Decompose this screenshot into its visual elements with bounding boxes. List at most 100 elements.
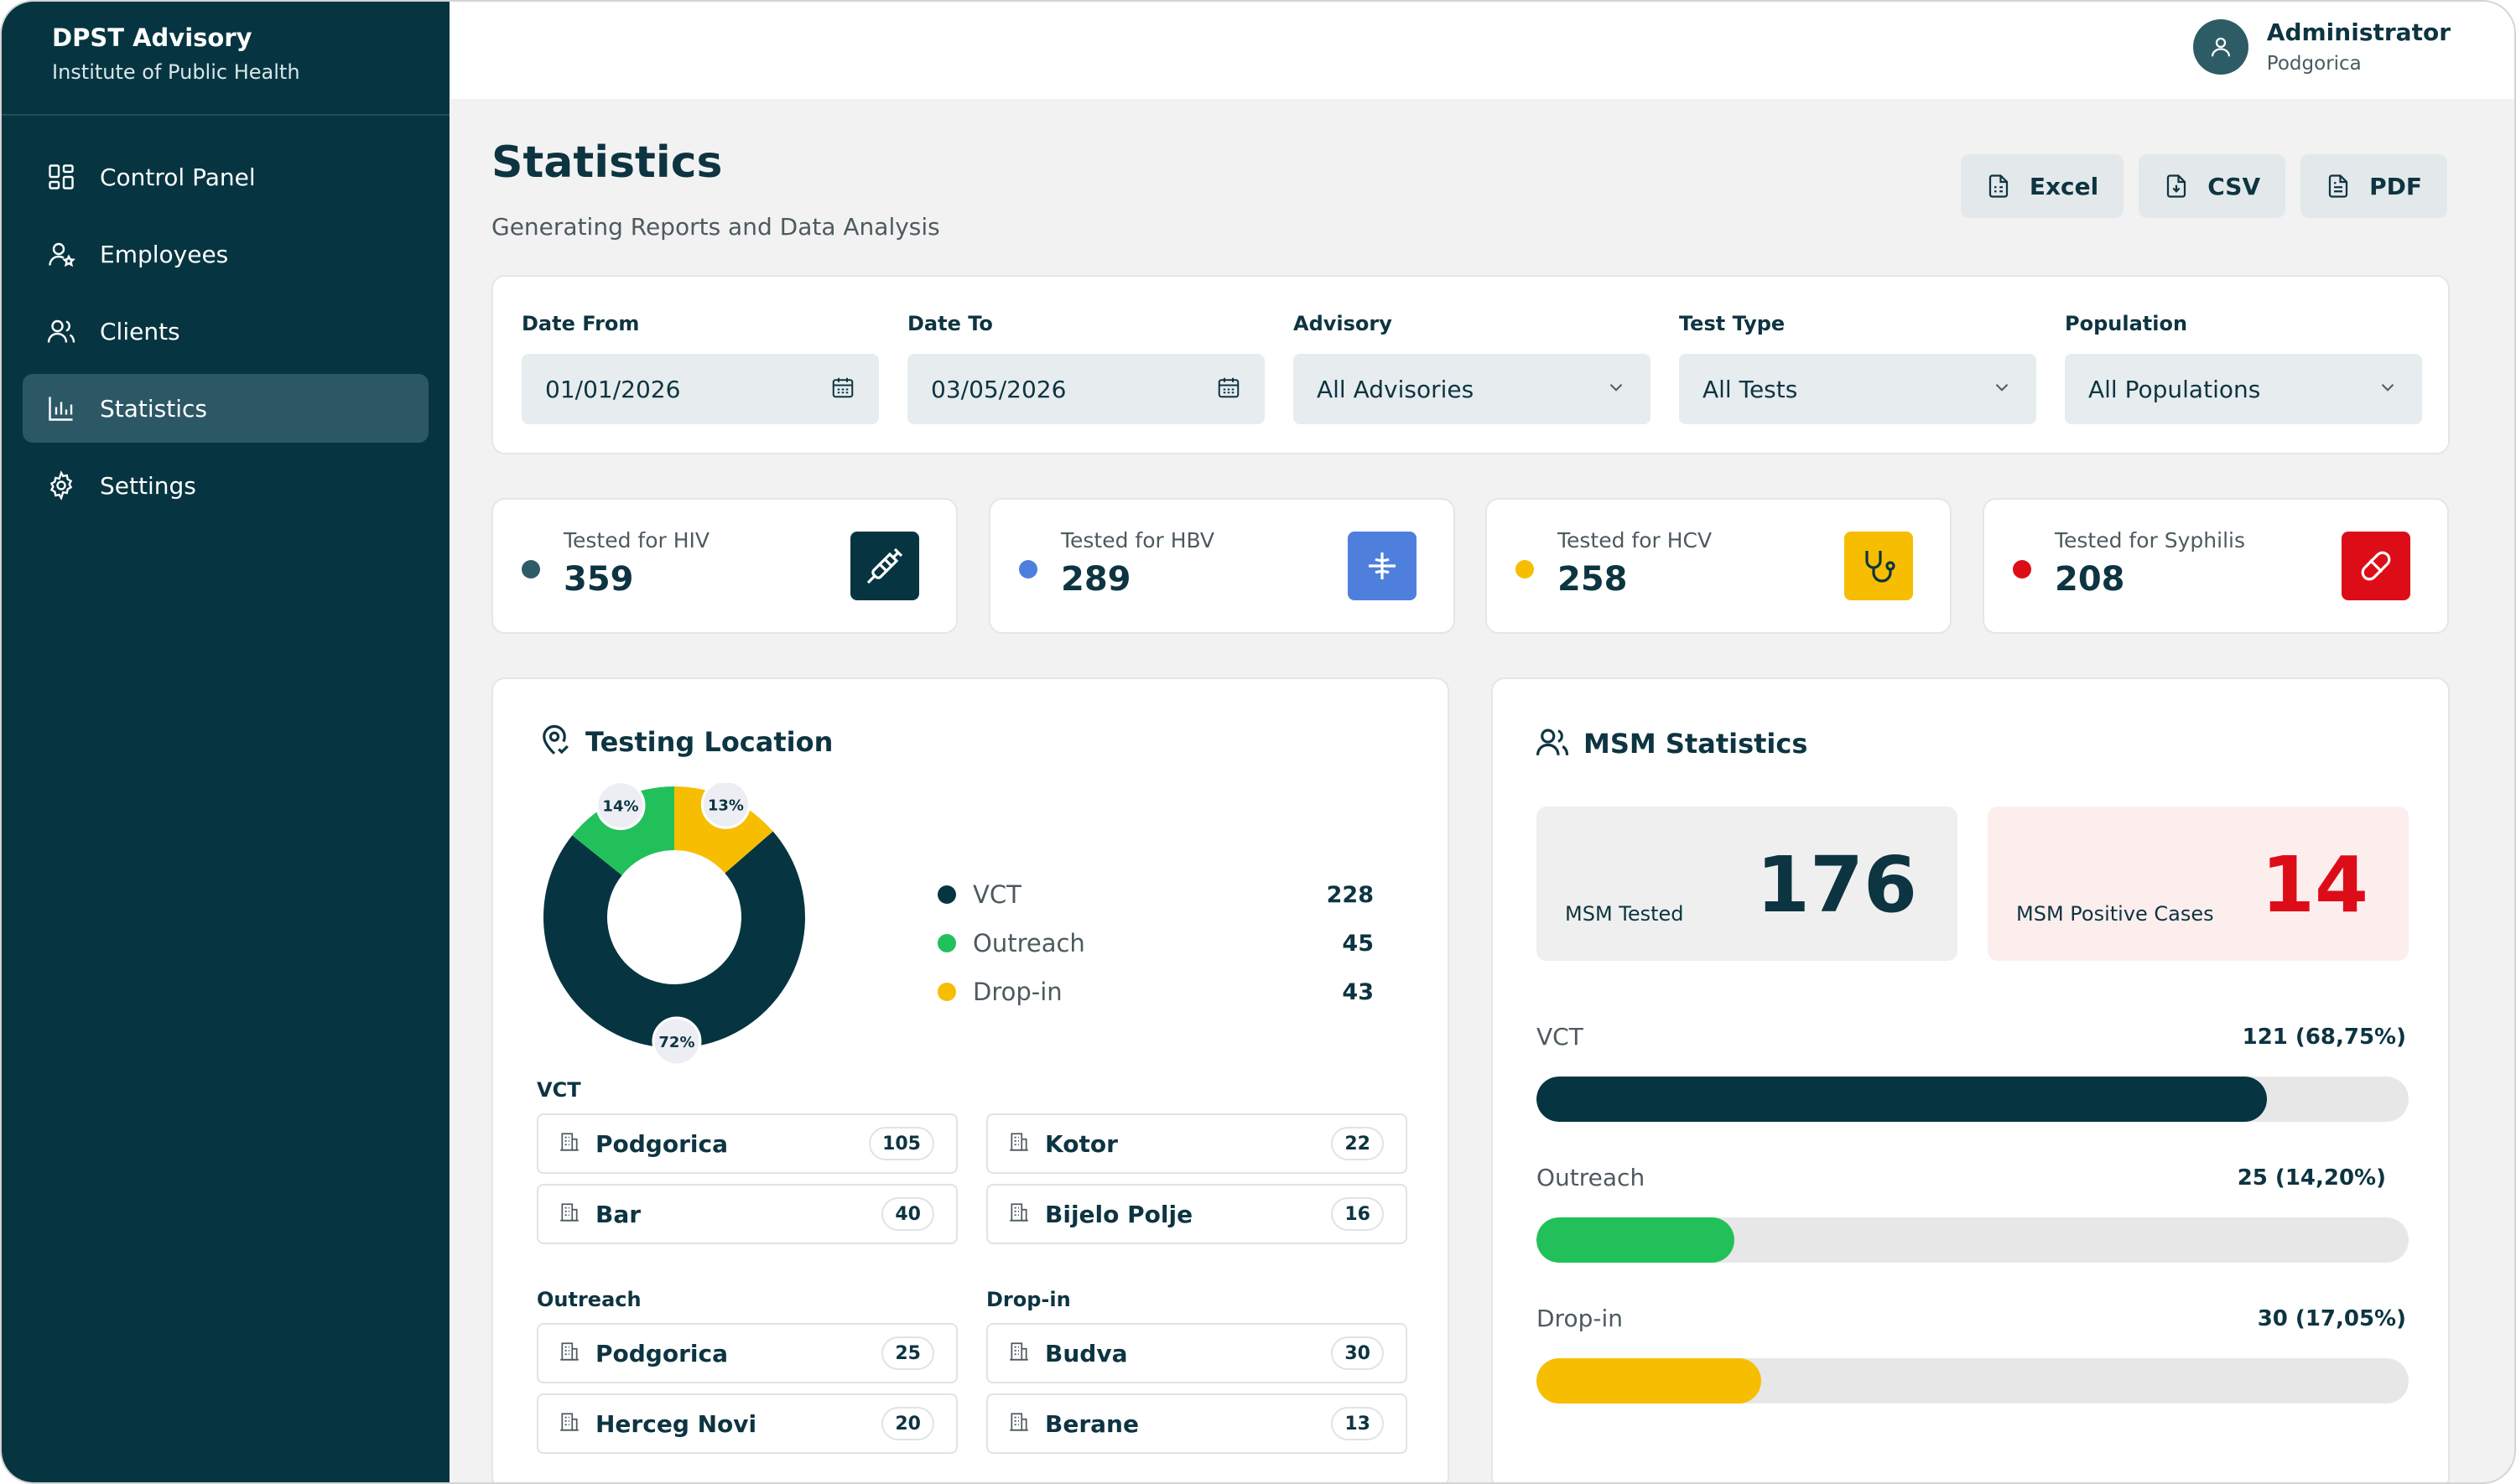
stat-value: 258: [1557, 560, 1628, 599]
msm-positive-kpi: MSM Positive Cases 14: [1988, 807, 2409, 961]
test-type-select[interactable]: All Tests: [1679, 354, 2036, 424]
app-name: DPST Advisory: [52, 23, 252, 52]
building-icon: [1008, 1411, 1030, 1436]
population-value: All Populations: [2088, 375, 2261, 403]
percent-bubble: [700, 783, 751, 829]
location-name: Kotor: [1045, 1129, 1118, 1158]
filter-label: Date To: [907, 312, 993, 335]
users-icon: [1535, 724, 1570, 763]
calendar-icon: [1216, 375, 1241, 403]
spreadsheet-icon: [1986, 172, 2014, 200]
stat-value: 289: [1061, 560, 1131, 599]
status-dot: [522, 560, 540, 579]
donut-slice-drop-in: [674, 786, 773, 874]
sidebar-item-settings[interactable]: Settings: [23, 451, 429, 520]
bar-chart-icon: [44, 392, 78, 425]
date-from-input[interactable]: 01/01/2026: [522, 354, 879, 424]
building-icon: [559, 1341, 580, 1366]
syringe-icon: [850, 532, 919, 600]
file-download-icon: [2164, 172, 2192, 200]
count-badge: 40: [881, 1197, 934, 1231]
sidebar-item-employees[interactable]: Employees: [23, 220, 429, 288]
brand: DPST Advisory Institute of Public Health: [52, 23, 300, 84]
test-type-value: All Tests: [1702, 375, 1798, 403]
sidebar-item-label: Settings: [100, 471, 196, 500]
legend-item-vct: VCT 228: [938, 870, 1374, 919]
location-item-podgorica[interactable]: Podgorica 105: [537, 1113, 958, 1174]
export-pdf-button[interactable]: PDF: [2300, 154, 2447, 218]
progress-fill-outreach: [1536, 1217, 1735, 1263]
building-icon: [559, 1131, 580, 1156]
progress-fill-vct: [1536, 1077, 2267, 1122]
percent-label: 72%: [658, 1034, 694, 1051]
location-item-podgorica[interactable]: Podgorica 25: [537, 1323, 958, 1383]
kpi-value: 176: [1755, 840, 1917, 930]
bar-value-outreach: 25 (14,20%): [2237, 1165, 2386, 1191]
location-item-kotor[interactable]: Kotor 22: [986, 1113, 1407, 1174]
percent-bubble: [595, 783, 646, 831]
building-icon: [559, 1201, 580, 1227]
msm-title: MSM Statistics: [1583, 728, 1808, 760]
testing-location-title: Testing Location: [585, 726, 834, 758]
percent-label: 13%: [708, 796, 744, 814]
stethoscope-icon: [1844, 532, 1913, 600]
stat-label: Tested for HIV: [564, 528, 710, 553]
location-item-berane[interactable]: Berane 13: [986, 1393, 1407, 1454]
filter-population: Population All Populations: [2065, 312, 2422, 424]
user-menu[interactable]: Administrator Podgorica: [2192, 18, 2451, 75]
date-to-input[interactable]: 03/05/2026: [907, 354, 1265, 424]
stat-card-hbv: Tested for HBV 289: [989, 498, 1455, 634]
stat-card-hcv: Tested for HCV 258: [1485, 498, 1952, 634]
filter-label: Date From: [522, 312, 640, 335]
donut-slice-outreach: [572, 786, 674, 875]
location-item-bijelo-polje[interactable]: Bijelo Polje 16: [986, 1184, 1407, 1244]
location-item-budva[interactable]: Budva 30: [986, 1323, 1407, 1383]
location-name: Berane: [1045, 1409, 1139, 1438]
location-name: Podgorica: [595, 1129, 728, 1158]
sidebar-nav: Control Panel Employees Clients Statisti…: [23, 143, 429, 528]
export-pdf-label: PDF: [2369, 172, 2422, 200]
avatar: [2192, 18, 2248, 75]
export-csv-button[interactable]: CSV: [2139, 154, 2286, 218]
user-star-icon: [44, 237, 78, 271]
kpi-value: 14: [2260, 840, 2368, 930]
stat-value: 359: [564, 560, 634, 599]
filter-test-type: Test Type All Tests: [1679, 312, 2036, 424]
legend-dot: [938, 885, 956, 904]
bar-value-drop-in: 30 (17,05%): [2257, 1306, 2406, 1331]
legend-item-outreach: Outreach 45: [938, 919, 1374, 968]
count-badge: 30: [1331, 1336, 1384, 1370]
stat-label: Tested for HCV: [1557, 528, 1713, 553]
location-name: Bijelo Polje: [1045, 1200, 1193, 1228]
calendar-icon: [830, 375, 855, 403]
kpi-label: MSM Positive Cases: [2016, 902, 2214, 926]
export-excel-button[interactable]: Excel: [1960, 154, 2124, 218]
sidebar-item-clients[interactable]: Clients: [23, 297, 429, 366]
chevron-down-icon: [1605, 376, 1627, 402]
legend-name: Drop-in: [973, 978, 1063, 1006]
sidebar-item-statistics[interactable]: Statistics: [23, 374, 429, 443]
location-item-bar[interactable]: Bar 40: [537, 1184, 958, 1244]
advisory-value: All Advisories: [1317, 375, 1474, 403]
filter-label: Advisory: [1293, 312, 1392, 335]
stat-value: 208: [2055, 560, 2125, 599]
count-badge: 105: [869, 1127, 934, 1160]
count-badge: 20: [881, 1407, 934, 1440]
donut-legend: VCT 228 Outreach 45 Drop-in 43: [938, 870, 1374, 1016]
location-name: Bar: [595, 1200, 642, 1228]
sidebar-item-label: Clients: [100, 317, 180, 345]
location-item-herceg-novi[interactable]: Herceg Novi 20: [537, 1393, 958, 1454]
location-name: Budva: [1045, 1339, 1128, 1367]
sidebar-item-label: Employees: [100, 240, 229, 268]
legend-name: VCT: [973, 880, 1021, 909]
legend-value: 45: [1342, 930, 1374, 957]
filter-advisory: Advisory All Advisories: [1293, 312, 1650, 424]
sidebar-item-control-panel[interactable]: Control Panel: [23, 143, 429, 211]
legend-dot: [938, 983, 956, 1001]
population-select[interactable]: All Populations: [2065, 354, 2422, 424]
progress-track-drop-in: [1536, 1358, 2409, 1404]
advisory-select[interactable]: All Advisories: [1293, 354, 1650, 424]
bar-value-vct: 121 (68,75%): [2242, 1025, 2406, 1050]
building-icon: [1008, 1341, 1030, 1366]
building-icon: [1008, 1201, 1030, 1227]
